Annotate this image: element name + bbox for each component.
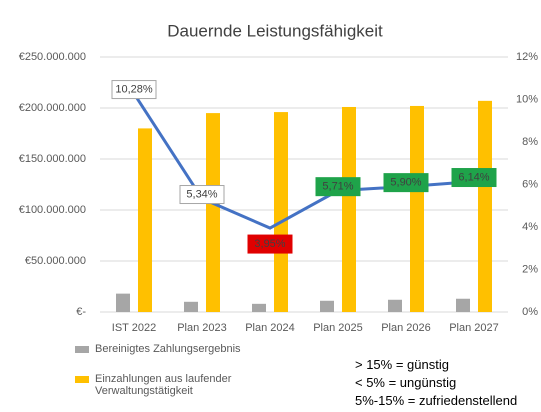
y2-tick-label: 10% (516, 93, 538, 105)
y-tick-label: €- (76, 306, 86, 318)
x-tick-label: Plan 2026 (381, 322, 431, 334)
y2-tick-label: 6% (522, 178, 538, 190)
y2-tick-label: 12% (516, 51, 538, 63)
data-label-box (383, 173, 429, 193)
y-tick-label: €250.000.000 (19, 51, 86, 63)
y-tick-label: €100.000.000 (19, 204, 86, 216)
bar (184, 301, 198, 312)
legend-item: Einzahlungen aus laufender Verwaltungstä… (75, 373, 250, 397)
y2-tick-label: 8% (522, 136, 538, 148)
bar (206, 113, 220, 312)
x-tick-label: Plan 2024 (245, 322, 295, 334)
bar (138, 128, 152, 312)
legend-label: Einzahlungen aus laufender Verwaltungstä… (95, 373, 232, 397)
y-tick-label: €150.000.000 (19, 153, 86, 165)
legend-swatch (75, 346, 89, 353)
bar (274, 112, 288, 312)
annotation: < 5% = ungünstig (355, 375, 457, 390)
data-label-box (111, 80, 157, 100)
bar (116, 293, 130, 312)
y2-tick-label: 2% (522, 263, 538, 275)
bar (410, 105, 424, 313)
bar (320, 300, 334, 312)
legend-label: Bereinigtes Zahlungsergebnis (95, 343, 241, 355)
y2-tick-label: 0% (522, 306, 538, 318)
bar (252, 303, 266, 312)
bar (478, 100, 492, 312)
annotation: > 15% = günstig (355, 357, 449, 372)
y-tick-label: €200.000.000 (19, 102, 86, 114)
data-label: 5,90% (390, 177, 421, 189)
x-tick-label: Plan 2023 (177, 322, 227, 334)
bar (342, 106, 356, 312)
data-label: 6,14% (458, 171, 489, 183)
x-tick-label: Plan 2027 (449, 322, 499, 334)
y2-tick-label: 4% (522, 221, 538, 233)
annotation: 5%-15% = zufriedenstellend (355, 393, 518, 408)
bar (388, 299, 402, 312)
x-tick-label: IST 2022 (112, 322, 156, 334)
data-label-box (179, 185, 225, 205)
x-tick-label: Plan 2025 (313, 322, 363, 334)
data-label: 5,34% (186, 188, 217, 200)
data-label: 5,71% (322, 181, 353, 193)
data-label-box (315, 177, 361, 197)
y-tick-label: €50.000.000 (25, 255, 86, 267)
data-label-box (247, 234, 293, 254)
bar (456, 298, 470, 312)
data-label: 3,95% (254, 238, 285, 250)
legend-item: Bereinigtes Zahlungsergebnis (75, 343, 275, 355)
chart-title: Dauernde Leistungsfähigkeit (167, 21, 383, 40)
legend-swatch (75, 376, 89, 383)
data-label-box (451, 168, 497, 188)
data-label: 10,28% (115, 83, 153, 95)
